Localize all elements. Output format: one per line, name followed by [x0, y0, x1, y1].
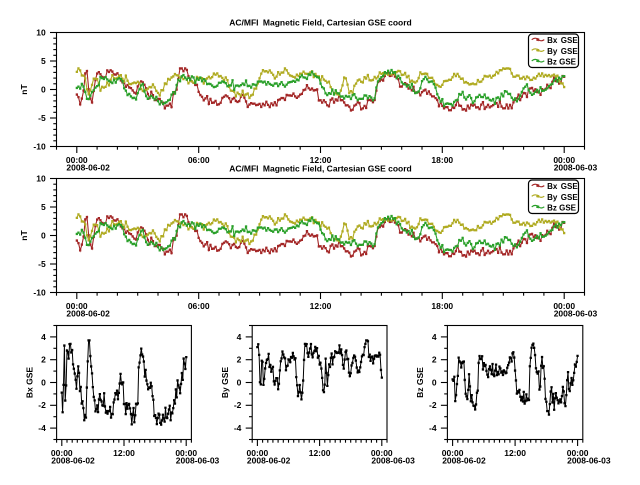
svg-text:Bz GSE: Bz GSE: [415, 367, 425, 398]
svg-text:Bx GSE: Bx GSE: [24, 367, 34, 399]
svg-text:06:00: 06:00: [188, 301, 210, 311]
svg-text:4: 4: [432, 332, 437, 342]
svg-text:00:00: 00:00: [371, 448, 393, 458]
svg-text:2: 2: [432, 355, 437, 365]
svg-text:-2: -2: [38, 400, 46, 410]
svg-text:00:00: 00:00: [66, 155, 88, 165]
svg-text:00:00: 00:00: [553, 155, 575, 165]
svg-text:nT: nT: [19, 230, 29, 241]
svg-text:AC/MFI Magnetic Field, Cartes: AC/MFI Magnetic Field, Cartesian GSE coo…: [229, 18, 411, 28]
svg-text:12:00: 12:00: [310, 155, 332, 165]
svg-text:0: 0: [41, 84, 46, 94]
svg-text:Bx GSE: Bx GSE: [547, 36, 578, 45]
svg-text:0: 0: [41, 230, 46, 240]
svg-text:5: 5: [41, 56, 46, 66]
svg-text:00:00: 00:00: [442, 448, 464, 458]
svg-text:By GSE: By GSE: [547, 47, 578, 56]
svg-text:0: 0: [432, 377, 437, 387]
svg-text:06:00: 06:00: [188, 155, 210, 165]
svg-text:2008-06-03: 2008-06-03: [567, 455, 611, 465]
svg-text:AC/MFI Magnetic Field, Cartes: AC/MFI Magnetic Field, Cartesian GSE coo…: [229, 164, 411, 174]
svg-text:2008-06-02: 2008-06-02: [66, 308, 110, 318]
svg-text:00:00: 00:00: [51, 448, 73, 458]
svg-text:2008-06-02: 2008-06-02: [247, 455, 291, 465]
svg-text:2008-06-02: 2008-06-02: [51, 455, 95, 465]
svg-text:2008-06-02: 2008-06-02: [442, 455, 486, 465]
svg-text:12:00: 12:00: [504, 448, 526, 458]
svg-text:00:00: 00:00: [175, 448, 197, 458]
svg-text:By GSE: By GSE: [547, 193, 578, 202]
svg-text:By GSE: By GSE: [220, 367, 230, 399]
svg-text:12:00: 12:00: [309, 448, 331, 458]
svg-text:12:00: 12:00: [113, 448, 135, 458]
svg-text:2: 2: [237, 355, 242, 365]
svg-text:10: 10: [36, 27, 46, 37]
svg-text:12:00: 12:00: [310, 301, 332, 311]
svg-text:-4: -4: [38, 423, 46, 433]
svg-text:Bx GSE: Bx GSE: [547, 182, 578, 191]
svg-text:-5: -5: [38, 259, 46, 269]
svg-text:4: 4: [41, 332, 46, 342]
svg-text:0: 0: [237, 377, 242, 387]
svg-text:18:00: 18:00: [431, 301, 453, 311]
svg-text:Bz GSE: Bz GSE: [547, 203, 577, 212]
svg-text:2008-06-03: 2008-06-03: [554, 162, 598, 172]
svg-text:5: 5: [41, 202, 46, 212]
svg-text:00:00: 00:00: [567, 448, 589, 458]
svg-text:-5: -5: [38, 113, 46, 123]
svg-text:2008-06-02: 2008-06-02: [66, 162, 110, 172]
svg-text:2008-06-03: 2008-06-03: [371, 455, 415, 465]
svg-text:00:00: 00:00: [247, 448, 269, 458]
svg-text:10: 10: [36, 173, 46, 183]
svg-text:-10: -10: [33, 141, 46, 151]
svg-text:nT: nT: [19, 84, 29, 95]
svg-text:00:00: 00:00: [66, 301, 88, 311]
svg-text:4: 4: [237, 332, 242, 342]
svg-text:18:00: 18:00: [431, 155, 453, 165]
svg-text:2: 2: [41, 355, 46, 365]
svg-text:2008-06-03: 2008-06-03: [554, 308, 598, 318]
svg-text:0: 0: [41, 377, 46, 387]
svg-text:2008-06-03: 2008-06-03: [176, 455, 220, 465]
svg-text:00:00: 00:00: [553, 301, 575, 311]
svg-text:-4: -4: [234, 423, 242, 433]
svg-text:Bz GSE: Bz GSE: [547, 57, 577, 66]
svg-text:-2: -2: [234, 400, 242, 410]
svg-text:-4: -4: [429, 423, 437, 433]
svg-text:-10: -10: [33, 287, 46, 297]
svg-text:-2: -2: [429, 400, 437, 410]
